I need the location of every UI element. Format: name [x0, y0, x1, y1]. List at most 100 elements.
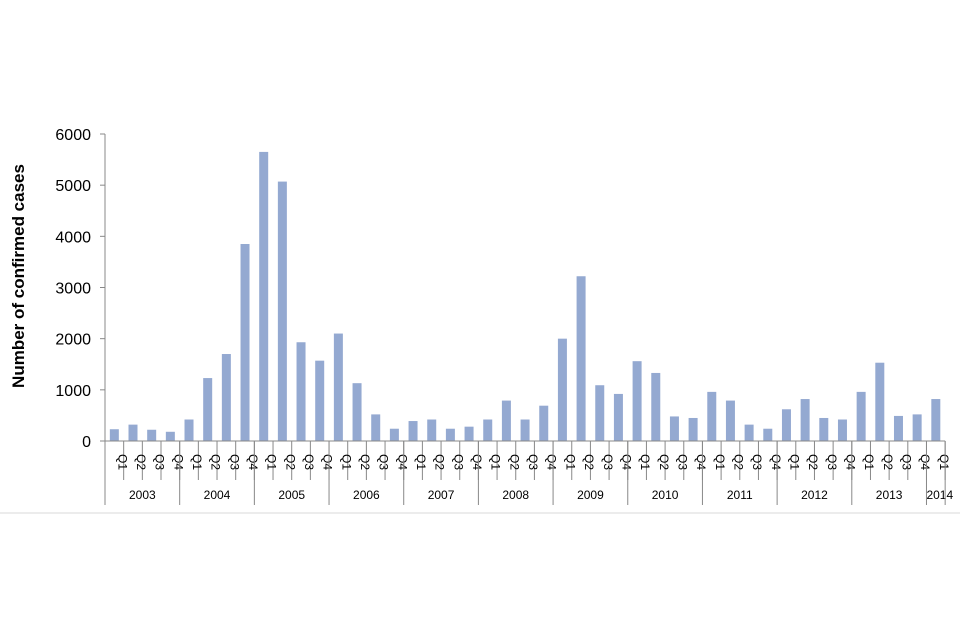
quarter-label: Q2 [358, 454, 372, 470]
bar [240, 244, 250, 441]
bar [763, 428, 773, 441]
bar [651, 372, 661, 441]
bar [800, 399, 810, 441]
quarter-label: Q3 [675, 454, 689, 470]
quarter-label: Q4 [545, 454, 559, 470]
bar [165, 431, 175, 441]
bar [912, 414, 922, 441]
bar [147, 429, 157, 441]
year-label: 2008 [502, 488, 529, 502]
quarter-label: Q4 [769, 454, 783, 470]
y-tick-label: 2000 [55, 332, 91, 349]
bar [427, 419, 437, 441]
bar [576, 276, 586, 441]
bar [819, 417, 829, 441]
quarter-label: Q1 [787, 454, 801, 470]
quarter-label: Q3 [750, 454, 764, 470]
quarter-label: Q2 [134, 454, 148, 470]
bar [520, 419, 530, 441]
bar [389, 428, 399, 441]
quarter-label: Q3 [227, 454, 241, 470]
quarter-label: Q1 [563, 454, 577, 470]
y-tick-label: 5000 [55, 178, 91, 195]
bar [128, 424, 138, 441]
year-label: 2014 [926, 488, 953, 502]
year-label: 2004 [204, 488, 231, 502]
y-tick-label: 4000 [55, 229, 91, 246]
bar [613, 393, 623, 441]
year-label: 2006 [353, 488, 380, 502]
quarter-label: Q1 [414, 454, 428, 470]
quarter-label: Q4 [918, 454, 932, 470]
y-tick-label: 1000 [55, 383, 91, 400]
bar [315, 360, 325, 441]
year-label: 2007 [428, 488, 455, 502]
quarter-label: Q3 [526, 454, 540, 470]
quarter-label: Q2 [507, 454, 521, 470]
quarter-label: Q2 [806, 454, 820, 470]
bar [259, 151, 269, 442]
quarter-label: Q4 [171, 454, 185, 470]
y-tick-label: 6000 [55, 127, 91, 144]
quarter-label: Q4 [246, 454, 260, 470]
quarter-label: Q1 [115, 454, 129, 470]
quarter-label: Q4 [694, 454, 708, 470]
quarter-label: Q1 [862, 454, 876, 470]
bar [483, 419, 493, 441]
quarter-label: Q3 [302, 454, 316, 470]
bar [688, 417, 698, 441]
bar [595, 385, 605, 441]
bar [725, 400, 735, 441]
quarter-label: Q4 [321, 454, 335, 470]
bar [744, 424, 754, 441]
quarter-label: Q4 [843, 454, 857, 470]
bar [856, 391, 866, 441]
quarter-label: Q1 [339, 454, 353, 470]
bar [184, 419, 194, 441]
y-axis-title: Number of confirmed cases [9, 164, 28, 388]
quarter-label: Q1 [190, 454, 204, 470]
year-label: 2003 [129, 488, 156, 502]
quarter-label: Q2 [209, 454, 223, 470]
quarter-label: Q4 [395, 454, 409, 470]
quarter-label: Q1 [937, 454, 951, 470]
quarter-label: Q3 [377, 454, 391, 470]
year-label: 2013 [876, 488, 903, 502]
bar [408, 421, 418, 441]
quarter-label: Q3 [451, 454, 465, 470]
bar [109, 429, 119, 441]
year-label: 2005 [278, 488, 305, 502]
bar [352, 383, 362, 441]
year-label: 2010 [652, 488, 679, 502]
bar [557, 338, 567, 441]
bar [632, 361, 642, 441]
bar [296, 342, 306, 441]
quarter-label: Q2 [433, 454, 447, 470]
bar [781, 409, 791, 441]
quarter-label: Q1 [713, 454, 727, 470]
x-axis: Q1 Q2 Q3 Q4 Q1 Q2 Q3 Q4 Q1 Q2 Q3 Q4 Q1 Q2 Q3 Q4 Q1 Q2 Q3 Q4… [104, 440, 953, 505]
bar [931, 399, 941, 441]
quarter-label: Q4 [470, 454, 484, 470]
bar [203, 378, 213, 441]
quarter-label: Q3 [153, 454, 167, 470]
quarter-label: Q1 [638, 454, 652, 470]
quarter-label: Q1 [265, 454, 279, 470]
year-label: 2012 [801, 488, 828, 502]
bar [464, 426, 474, 441]
bar [445, 428, 455, 441]
bars [109, 151, 941, 442]
y-axis: 0 1000 2000 3000 4000 5000 6000 [55, 127, 106, 451]
bar [837, 419, 847, 441]
bar [875, 362, 885, 441]
quarter-label: Q2 [582, 454, 596, 470]
quarter-label: Q1 [489, 454, 503, 470]
bar [893, 415, 903, 441]
quarter-label: Q4 [619, 454, 633, 470]
bar [707, 391, 717, 441]
y-tick-label: 3000 [55, 281, 91, 298]
bar [539, 405, 549, 441]
quarter-label: Q3 [825, 454, 839, 470]
bar [221, 354, 231, 441]
